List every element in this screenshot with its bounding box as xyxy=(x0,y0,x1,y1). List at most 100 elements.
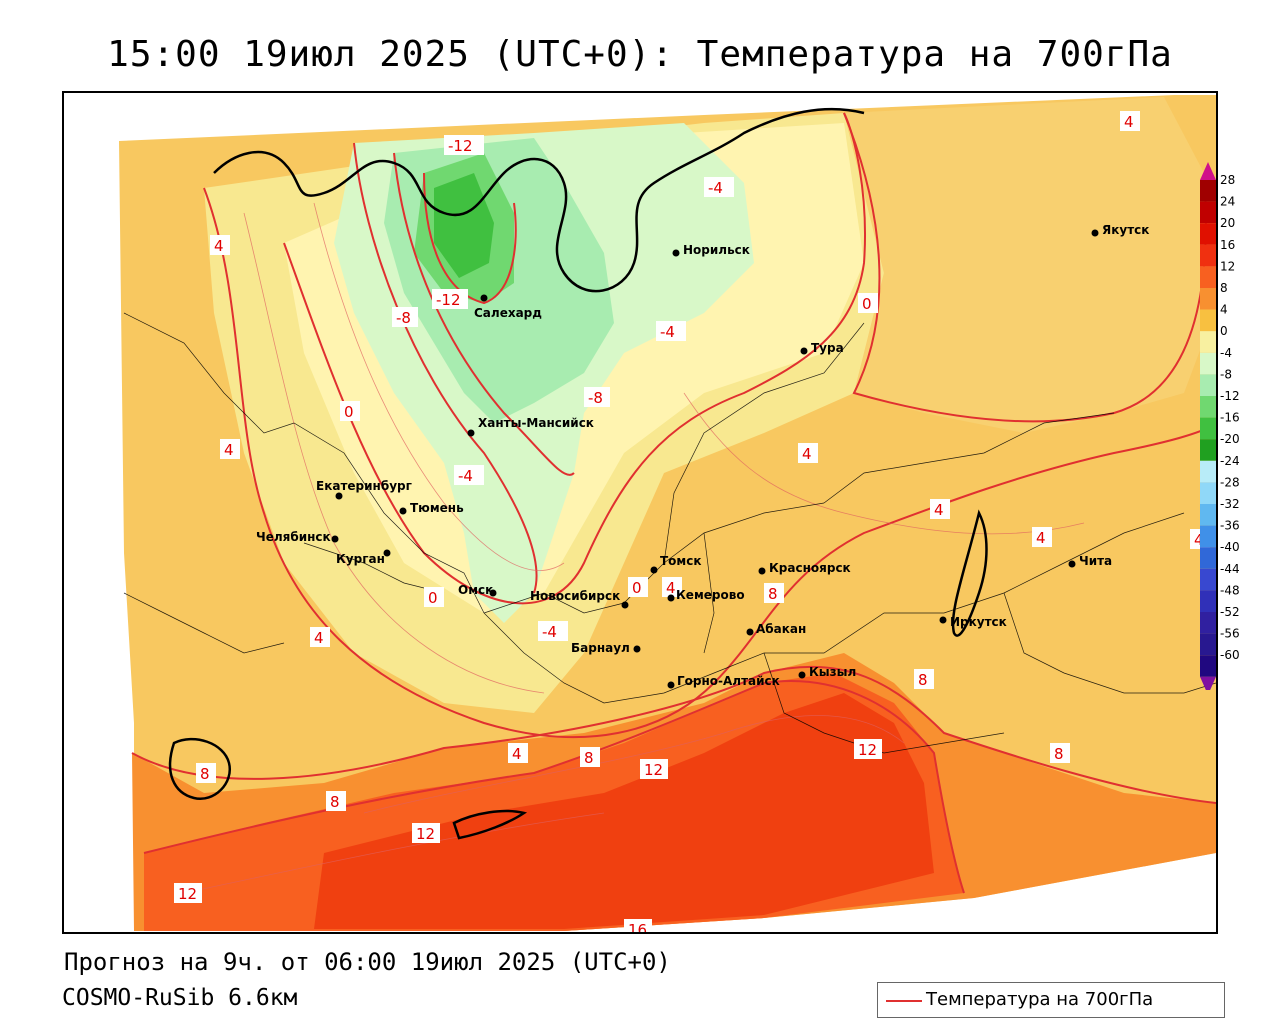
isoline-label: 0 xyxy=(858,293,878,313)
colorbar-tick-label: -4 xyxy=(1220,346,1232,360)
svg-text:Ханты-Мансийск: Ханты-Мансийск xyxy=(478,416,594,430)
svg-text:8: 8 xyxy=(330,793,340,811)
colorbar-swatch xyxy=(1200,590,1216,612)
legend-line-swatch xyxy=(886,1000,922,1002)
svg-text:12: 12 xyxy=(644,761,663,779)
isoline-label: 8 xyxy=(580,747,600,767)
isoline-label: 8 xyxy=(196,763,216,783)
colorbar-top-arrow xyxy=(1200,162,1216,180)
isoline-label: 8 xyxy=(914,669,934,689)
svg-text:4: 4 xyxy=(934,501,944,519)
colorbar-swatch xyxy=(1200,547,1216,569)
temperature-map: -12 -12 -8 -4 -4 -8 -4 0 0 0 0 4 4 4 4 4… xyxy=(62,91,1218,934)
svg-text:Омск: Омск xyxy=(458,583,493,597)
isoline-label: -8 xyxy=(392,307,418,327)
isoline-label: 4 xyxy=(798,443,818,463)
isoline-label: 4 xyxy=(1032,527,1052,547)
colorbar-tick-label: -44 xyxy=(1220,562,1240,576)
colorbar-tick-label: -12 xyxy=(1220,389,1240,403)
colorbar-tick-label: -28 xyxy=(1220,475,1240,489)
svg-text:0: 0 xyxy=(428,589,438,607)
colorbar-tick-label: 20 xyxy=(1220,216,1235,230)
isoline-label: 8 xyxy=(1050,743,1070,763)
svg-text:12: 12 xyxy=(416,825,435,843)
city-marker: Чита xyxy=(1068,554,1112,568)
svg-text:16: 16 xyxy=(628,921,647,932)
svg-text:Абакан: Абакан xyxy=(756,622,806,636)
isoline-label: 12 xyxy=(854,739,882,759)
isoline-label: -4 xyxy=(704,177,734,197)
city-marker: Тура xyxy=(800,341,844,355)
colorbar-swatch xyxy=(1200,180,1216,202)
svg-text:Кызыл: Кызыл xyxy=(809,665,856,679)
city-marker: Абакан xyxy=(746,622,806,636)
city-marker: Ханты-Мансийск xyxy=(467,416,594,437)
svg-text:8: 8 xyxy=(768,585,778,603)
legend-label: Температура на 700гПа xyxy=(926,989,1154,1010)
isoline-label: 12 xyxy=(412,823,440,843)
svg-text:8: 8 xyxy=(918,671,928,689)
svg-text:0: 0 xyxy=(344,403,354,421)
svg-text:-8: -8 xyxy=(588,389,603,407)
colorbar-tick-label: 16 xyxy=(1220,238,1235,252)
svg-text:-12: -12 xyxy=(448,137,473,155)
city-marker: Норильск xyxy=(672,243,750,257)
isoline-label: -4 xyxy=(538,621,568,641)
city-marker: Челябинск xyxy=(256,530,339,544)
svg-text:12: 12 xyxy=(858,741,877,759)
svg-text:Салехард: Салехард xyxy=(474,306,542,320)
colorbar-tick-label: -8 xyxy=(1220,367,1232,381)
svg-text:8: 8 xyxy=(584,749,594,767)
colorbar-swatch xyxy=(1200,633,1216,656)
temperature-field xyxy=(119,95,1216,931)
svg-text:8: 8 xyxy=(1054,745,1064,763)
svg-text:-4: -4 xyxy=(660,323,675,341)
isoline-label: 4 xyxy=(508,743,528,763)
isoline-label: 4 xyxy=(930,499,950,519)
svg-text:4: 4 xyxy=(802,445,812,463)
colorbar-swatch xyxy=(1200,396,1216,418)
colorbar-swatch xyxy=(1200,352,1216,375)
isoline-label: -8 xyxy=(584,387,610,407)
svg-text:4: 4 xyxy=(224,441,234,459)
svg-text:Екатеринбург: Екатеринбург xyxy=(316,479,412,493)
colorbar-swatch xyxy=(1200,482,1216,504)
colorbar-swatch xyxy=(1200,331,1216,353)
colorbar-tick-label: -60 xyxy=(1220,648,1240,662)
colorbar-bottom-arrow xyxy=(1200,676,1216,695)
colorbar-tick-label: -52 xyxy=(1220,605,1240,619)
city-marker: Горно-Алтайск xyxy=(667,674,780,689)
city-marker: Курган xyxy=(336,549,391,566)
svg-text:0: 0 xyxy=(632,579,642,597)
city-marker: Екатеринбург xyxy=(316,479,412,500)
svg-text:Тура: Тура xyxy=(811,341,844,355)
isoline-label: 0 xyxy=(628,577,648,597)
svg-text:Кемерово: Кемерово xyxy=(676,588,745,602)
svg-text:-12: -12 xyxy=(436,291,461,309)
svg-text:4: 4 xyxy=(1124,113,1134,131)
svg-text:Иркутск: Иркутск xyxy=(950,615,1007,629)
map-legend: Температура на 700гПа xyxy=(877,982,1225,1018)
colorbar-swatch xyxy=(1200,309,1216,332)
colorbar-swatch xyxy=(1200,439,1216,461)
isoline-label: 4 xyxy=(310,627,330,647)
isoline-label: 12 xyxy=(174,883,202,903)
colorbar-tick-label: -48 xyxy=(1220,583,1240,597)
isoline-label: 0 xyxy=(340,401,360,421)
svg-text:12: 12 xyxy=(178,885,197,903)
city-marker: Новосибирск xyxy=(530,589,629,609)
isoline-label: 4 xyxy=(1120,111,1140,131)
isoline-label: -4 xyxy=(454,465,484,485)
colorbar-swatch xyxy=(1200,568,1216,591)
isotherms xyxy=(131,112,1216,894)
model-name: COSMO-RuSib 6.6км xyxy=(62,985,298,1011)
isoline-label: -4 xyxy=(656,321,686,341)
svg-text:-4: -4 xyxy=(542,623,557,641)
svg-text:4: 4 xyxy=(1036,529,1046,547)
svg-text:Новосибирск: Новосибирск xyxy=(530,589,620,603)
colorbar-swatch xyxy=(1200,201,1216,224)
cities: Якутск Норильск Салехард Тура Ханты-Манс… xyxy=(256,223,1149,689)
svg-text:-8: -8 xyxy=(396,309,411,327)
colorbar-tick-label: -56 xyxy=(1220,627,1240,641)
svg-text:-4: -4 xyxy=(708,179,723,197)
